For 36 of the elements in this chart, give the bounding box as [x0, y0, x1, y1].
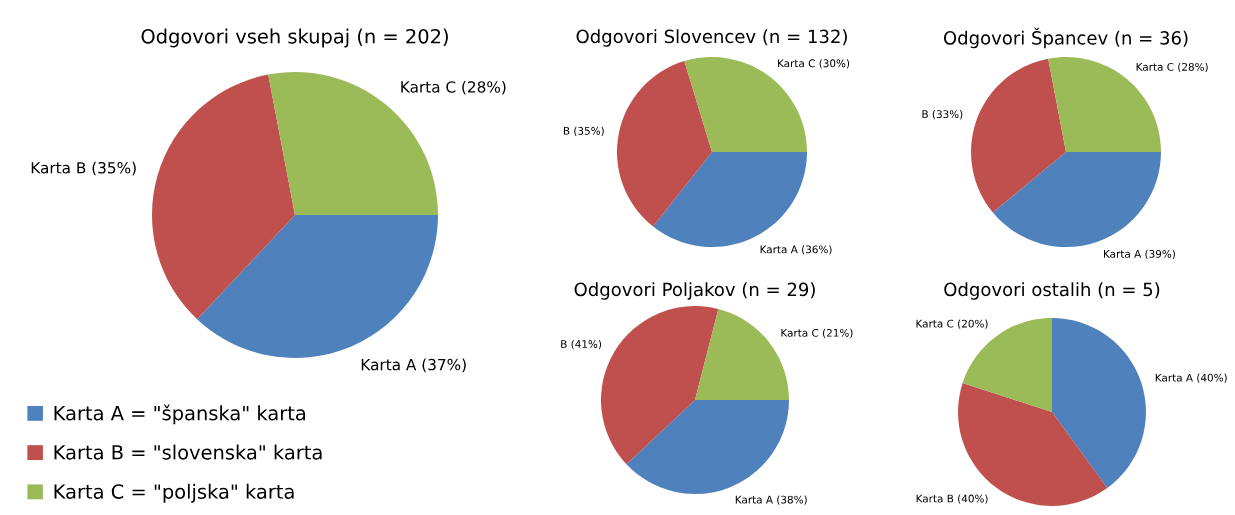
- chart-title: Odgovori Špancev (n = 36): [943, 27, 1188, 49]
- data-label: B (33%): [922, 109, 963, 120]
- data-label: Karta C (28%): [1136, 62, 1208, 73]
- pie-slice: [958, 382, 1108, 506]
- data-label: Karta C (30%): [778, 59, 850, 69]
- data-label: Karta C (21%): [781, 328, 853, 338]
- legend-label: Karta A = "španska" karta: [54, 404, 305, 425]
- data-label: Karta C (20%): [916, 319, 988, 329]
- legend-label: Karta C = "poljska" karta: [54, 483, 294, 503]
- chart-title: Odgovori vseh skupaj (n = 202): [141, 28, 448, 48]
- data-label: Karta A (37%): [361, 358, 466, 373]
- data-label: B (41%): [561, 339, 602, 350]
- pie-slice: [1052, 318, 1146, 489]
- data-label: Karta B (35%): [31, 161, 136, 176]
- pie-slice: [626, 400, 789, 494]
- data-label: Karta C (28%): [401, 80, 506, 95]
- pie-slice: [617, 61, 712, 227]
- data-label: Karta A (36%): [760, 245, 832, 255]
- pie-slice: [653, 152, 807, 247]
- data-label: Karta A (38%): [735, 495, 807, 505]
- pie-slice: [971, 58, 1066, 213]
- pie-slice: [152, 74, 295, 320]
- data-label: B (35%): [563, 126, 604, 136]
- data-label: Karta B (40%): [916, 494, 988, 504]
- data-label: Karta A (39%): [1104, 249, 1175, 260]
- pie-slice: [992, 152, 1161, 247]
- pie-slice: [197, 215, 438, 358]
- data-label: Karta A (40%): [1155, 373, 1227, 383]
- pie-slice: [1048, 57, 1161, 152]
- legend-label: Karta B = "slovenska" karta: [54, 444, 322, 460]
- pie-slice: [268, 72, 438, 215]
- pie-slice: [684, 57, 807, 152]
- chart-title: Odgovori Slovencev (n = 132): [576, 29, 847, 47]
- chart-title: Odgovori Poljakov (n = 29): [574, 282, 815, 300]
- pie-slice: [601, 306, 719, 465]
- chart-title: Odgovori ostalih (n = 5): [944, 282, 1160, 300]
